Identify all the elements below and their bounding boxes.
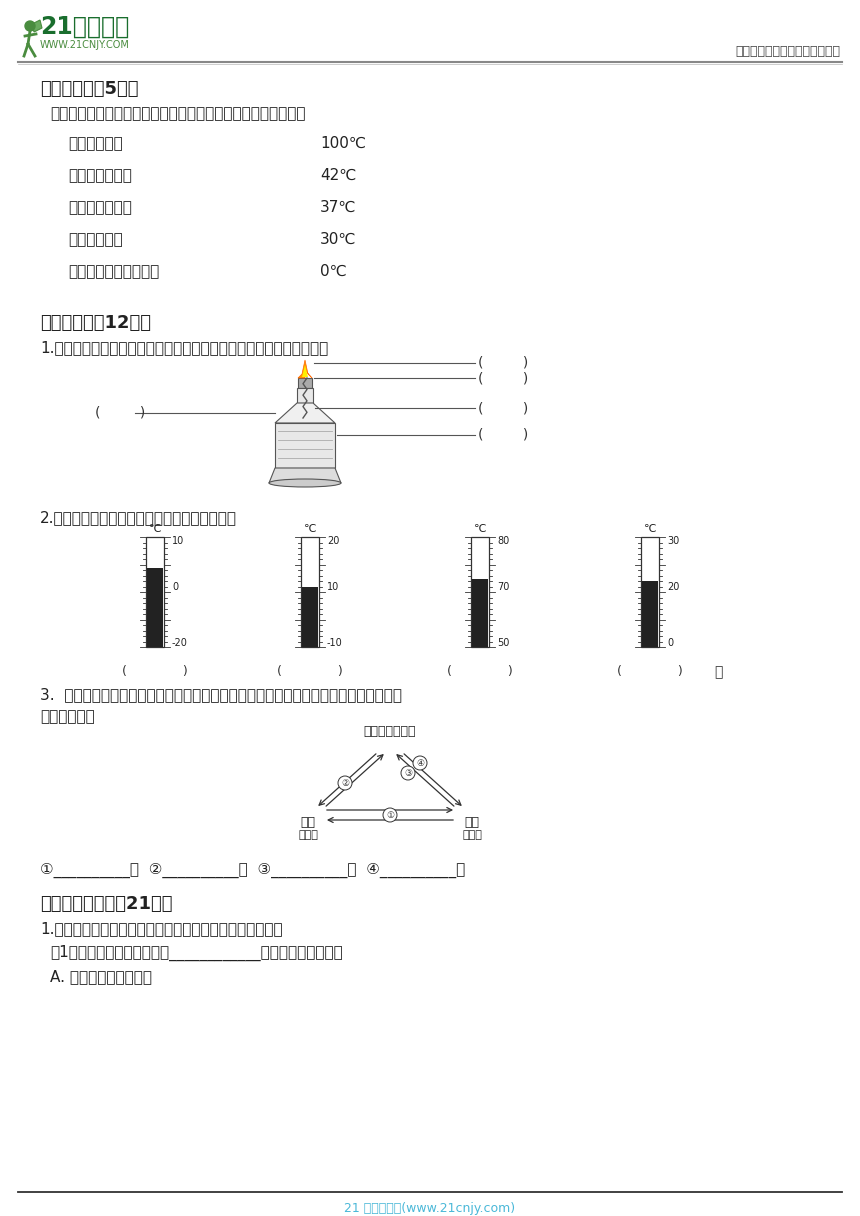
Text: ℃: ℃ (304, 524, 316, 534)
Text: 20: 20 (667, 581, 679, 591)
Text: A. 用同样多的水做实验: A. 用同样多的水做实验 (50, 969, 152, 984)
Text: (              ): ( ) (277, 665, 343, 679)
Circle shape (383, 807, 397, 822)
Circle shape (338, 776, 352, 790)
Text: （金华市婺城区）将下列常见温度及其对应的数值用线连起来。: （金华市婺城区）将下列常见温度及其对应的数值用线连起来。 (50, 106, 305, 122)
Text: WWW.21CNJY.COM: WWW.21CNJY.COM (40, 40, 130, 50)
Text: (         ): ( ) (95, 406, 145, 420)
Text: 100℃: 100℃ (320, 136, 366, 151)
Text: ③: ③ (404, 769, 412, 777)
Bar (472, 579, 488, 647)
Text: (              ): ( ) (122, 665, 187, 679)
Text: 阳光下水泥地面的温度: 阳光下水泥地面的温度 (68, 264, 159, 278)
Text: (              ): ( ) (447, 665, 513, 679)
Ellipse shape (269, 479, 341, 486)
Text: 70: 70 (497, 581, 509, 591)
Text: 。: 。 (714, 665, 722, 679)
Text: 10: 10 (172, 536, 184, 546)
Text: 0: 0 (172, 581, 178, 591)
Text: 10: 10 (327, 581, 339, 591)
Bar (641, 537, 659, 647)
Text: -20: -20 (172, 638, 187, 648)
Text: （1）下列说法中，正确的是____________（填字母，下同）。: （1）下列说法中，正确的是____________（填字母，下同）。 (50, 945, 343, 961)
Bar (642, 581, 658, 647)
Text: ℃: ℃ (474, 524, 486, 534)
Bar (301, 537, 319, 647)
Text: 气态（水蒸气）: 气态（水蒸气） (364, 725, 416, 738)
Text: 1.（杭州市拱墅区）比较食盐和小苏打在水中的溶解能力。: 1.（杭州市拱墅区）比较食盐和小苏打在水中的溶解能力。 (40, 921, 283, 936)
Bar (275, 423, 335, 468)
Text: -10: -10 (327, 638, 343, 648)
Text: ℃: ℃ (644, 524, 656, 534)
Text: 21 世纪教育网(www.21cnjy.com): 21 世纪教育网(www.21cnjy.com) (345, 1201, 515, 1215)
Text: （水）: （水） (462, 831, 482, 840)
Bar (147, 568, 163, 647)
Text: 3.  （台州市黄岩区）下图是水的三态变化过程图，请写出变化过程中的受冷或受热及物: 3. （台州市黄岩区）下图是水的三态变化过程图，请写出变化过程中的受冷或受热及物 (40, 687, 402, 702)
Text: (              ): ( ) (617, 665, 683, 679)
Text: (         ): ( ) (478, 371, 528, 385)
Text: 42℃: 42℃ (320, 168, 356, 182)
Text: 0: 0 (667, 638, 673, 648)
Text: 夏天室内温度: 夏天室内温度 (68, 232, 123, 247)
Polygon shape (32, 19, 42, 32)
Bar (297, 388, 313, 402)
Text: 21世纪教育: 21世纪教育 (40, 15, 129, 39)
Bar (471, 537, 489, 647)
Text: 0℃: 0℃ (320, 264, 347, 278)
Text: 37℃: 37℃ (320, 199, 357, 215)
Text: 30: 30 (667, 536, 679, 546)
Text: 六、实验探究题（21分）: 六、实验探究题（21分） (40, 895, 173, 913)
Text: (         ): ( ) (478, 356, 528, 370)
Text: （冰）: （冰） (298, 831, 318, 840)
Text: 50: 50 (497, 638, 509, 648)
Polygon shape (298, 360, 312, 378)
Text: (         ): ( ) (478, 428, 528, 441)
Text: 五、填图题（12分）: 五、填图题（12分） (40, 314, 151, 332)
Circle shape (413, 756, 427, 770)
Text: 水结冰时的温度: 水结冰时的温度 (68, 199, 132, 215)
Text: 80: 80 (497, 536, 509, 546)
Text: 20: 20 (327, 536, 340, 546)
Text: ②: ② (341, 778, 349, 788)
Text: 中小学教育资源及组卷应用平台: 中小学教育资源及组卷应用平台 (735, 45, 840, 58)
Text: (         ): ( ) (478, 401, 528, 415)
Text: 固态: 固态 (300, 816, 316, 829)
Text: 四、连线题（5分）: 四、连线题（5分） (40, 80, 138, 98)
Circle shape (25, 21, 35, 30)
Bar (302, 586, 318, 647)
Text: 态变化情况。: 态变化情况。 (40, 709, 95, 724)
Text: ④: ④ (416, 759, 424, 767)
Text: ①: ① (386, 811, 394, 820)
Bar (298, 378, 312, 388)
Text: 2.（绍兴市上虞区）请写出下列温度计上的读数: 2.（绍兴市上虞区）请写出下列温度计上的读数 (40, 510, 237, 525)
Text: 30℃: 30℃ (320, 232, 357, 247)
Polygon shape (275, 402, 335, 423)
Bar (146, 537, 164, 647)
Text: 液态: 液态 (464, 816, 480, 829)
Polygon shape (269, 468, 341, 483)
Text: 人的正常体温: 人的正常体温 (68, 136, 123, 151)
Text: 水沸腾时的温度: 水沸腾时的温度 (68, 168, 132, 182)
Text: ℃: ℃ (149, 524, 162, 534)
Text: 1.（金华市金东区）请在下图中的相应位置填上酒精灯各部分的名称。: 1.（金华市金东区）请在下图中的相应位置填上酒精灯各部分的名称。 (40, 340, 329, 355)
Text: ①__________；  ②__________；  ③__________；  ④__________。: ①__________； ②__________； ③__________； ④… (40, 863, 465, 878)
Circle shape (401, 766, 415, 779)
Polygon shape (302, 365, 308, 377)
